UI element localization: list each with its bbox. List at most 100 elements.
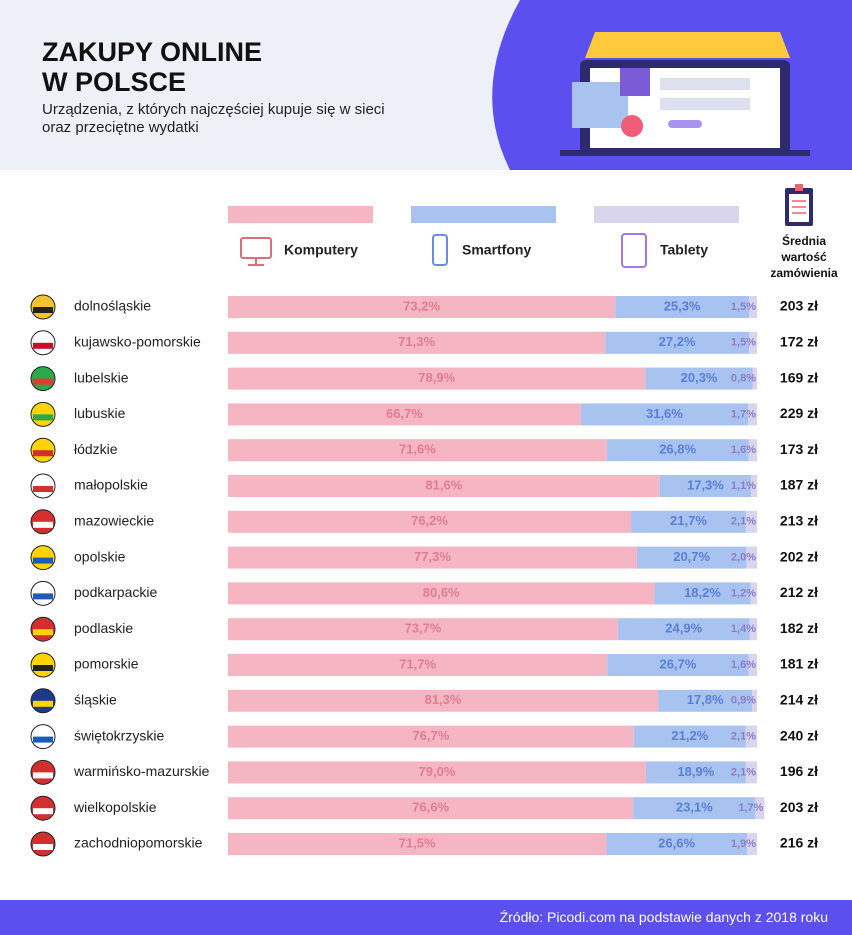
value-label: 1,6%	[731, 659, 756, 671]
value-label: 2,0%	[731, 552, 756, 564]
legend-label: Komputery	[284, 242, 358, 258]
category-label: podkarpackie	[74, 584, 157, 600]
value-label: 18,9%	[677, 764, 714, 779]
title-line: ZAKUPY ONLINE	[42, 37, 263, 67]
value-label: 71,6%	[399, 442, 436, 457]
order-value: 216 zł	[780, 835, 818, 851]
value-label: 20,3%	[681, 370, 718, 385]
value-label: 1,9%	[731, 838, 756, 850]
bar-segment	[228, 618, 618, 641]
value-label: 2,1%	[731, 731, 756, 743]
value-label: 1,5%	[731, 301, 756, 313]
value-label: 77,3%	[414, 549, 451, 564]
category-label: małopolskie	[74, 477, 148, 493]
category-label: lubuskie	[74, 405, 126, 421]
order-value: 214 zł	[780, 692, 818, 708]
region-icon-band	[33, 486, 53, 492]
bar-segment	[746, 546, 757, 569]
value-label: 78,9%	[418, 370, 455, 385]
value-label: 1,2%	[731, 587, 756, 599]
bar-segment	[228, 761, 646, 784]
value-label: 21,2%	[671, 728, 708, 743]
value-label: 79,0%	[419, 764, 456, 779]
value-label: 23,1%	[676, 800, 713, 815]
bar-segment	[606, 833, 747, 855]
value-label: 2,1%	[731, 516, 756, 528]
legend-swatch	[411, 206, 556, 223]
bar-segment	[605, 331, 750, 354]
value-label: 80,6%	[423, 585, 460, 600]
bar-segment	[745, 725, 757, 748]
value-label: 1,6%	[731, 444, 756, 456]
bar-segment	[746, 833, 757, 855]
value-label: 18,2%	[684, 585, 721, 600]
order-value: 213 zł	[780, 513, 818, 529]
legend-label: Smartfony	[462, 242, 531, 258]
region-icon-band	[33, 414, 53, 421]
bar-segment	[228, 296, 616, 318]
region-icon-band	[33, 450, 53, 457]
category-label: mazowieckie	[74, 513, 154, 529]
bar-segment	[580, 403, 749, 426]
order-value: 202 zł	[780, 548, 818, 564]
bar-segment	[748, 654, 757, 676]
value-label: 26,8%	[659, 442, 696, 457]
bar-segment	[228, 797, 634, 820]
value-label: 25,3%	[664, 298, 701, 313]
order-value: 196 zł	[780, 763, 818, 779]
region-icon-band	[33, 342, 53, 349]
bar-segment	[752, 689, 757, 712]
category-label: pomorskie	[74, 656, 139, 672]
subtitle-line: oraz przeciętne wydatki	[42, 119, 199, 136]
value-label: 1,7%	[738, 802, 763, 814]
bar-segment	[750, 582, 757, 605]
bar-segment	[633, 797, 756, 820]
category-label: lubelskie	[74, 369, 129, 385]
value-label: 31,6%	[646, 406, 683, 421]
title-line: W POLSCE	[42, 67, 187, 97]
region-icon-band	[33, 521, 53, 528]
subtitle: Urządzenia, z których najczęściej kupuje…	[42, 101, 385, 137]
bar-segment	[228, 833, 607, 855]
bar-segment	[745, 510, 757, 533]
value-label: 20,7%	[673, 549, 710, 564]
bar-segment	[749, 618, 757, 641]
bar-segment	[228, 689, 659, 712]
bar-segment	[755, 797, 765, 820]
bar-segment	[228, 475, 660, 497]
value-label: 1,1%	[731, 480, 756, 492]
region-icon-band	[33, 378, 53, 385]
value-label: 73,7%	[404, 621, 441, 636]
order-value: 181 zł	[780, 656, 818, 672]
bar-segment	[606, 439, 749, 462]
value-label: 24,9%	[665, 621, 702, 636]
region-icon-band	[33, 593, 53, 600]
region-icon-band	[33, 665, 53, 671]
bar-segment	[615, 296, 750, 318]
bar-segment	[228, 725, 634, 748]
order-value: 203 zł	[780, 799, 818, 815]
footer-bg	[0, 900, 852, 935]
order-value: 172 zł	[780, 334, 818, 350]
region-icon-band	[33, 557, 53, 564]
value-label: 66,7%	[386, 406, 423, 421]
bar-segment	[228, 403, 581, 426]
category-label: kujawsko-pomorskie	[74, 334, 201, 350]
category-label: śląskie	[74, 692, 117, 708]
value-label: 81,3%	[425, 692, 462, 707]
order-value: 203 zł	[780, 298, 818, 314]
value-label: 71,7%	[399, 656, 436, 671]
value-label: 26,7%	[659, 656, 696, 671]
bar-segment	[659, 475, 752, 497]
value-label: 71,3%	[398, 334, 435, 349]
deco	[660, 78, 750, 90]
bar-segment	[228, 546, 637, 569]
tablet-icon	[621, 233, 647, 268]
value-label: 81,6%	[425, 477, 462, 492]
bar-segment	[654, 582, 751, 605]
order-value: 173 zł	[780, 441, 818, 457]
order-icon	[785, 184, 813, 226]
region-icon-band	[33, 736, 53, 743]
bar-segment	[633, 725, 746, 748]
value-label: 2,1%	[731, 766, 756, 778]
